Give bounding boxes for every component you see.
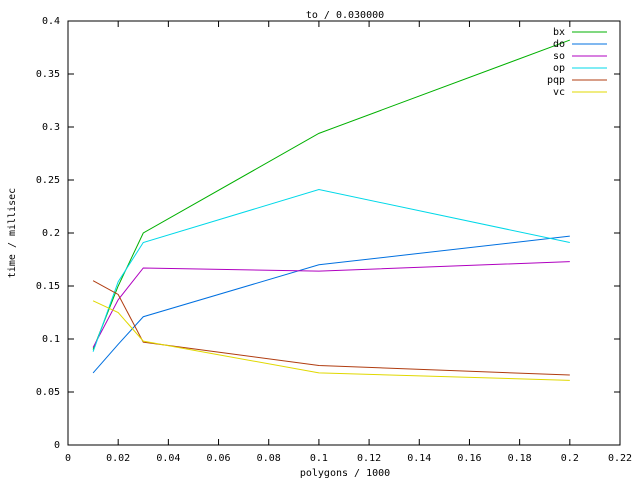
- x-tick-label: 0.14: [407, 453, 431, 464]
- x-tick-label: 0.16: [457, 453, 481, 464]
- y-tick-label: 0.3: [42, 122, 60, 133]
- legend-label: vc: [553, 87, 565, 98]
- y-tick-label: 0.4: [42, 16, 60, 27]
- series-line: [92, 235, 570, 374]
- x-axis-label: polygons / 1000: [300, 468, 390, 479]
- x-tick-label: 0.2: [561, 453, 579, 464]
- y-tick-label: 0: [54, 440, 60, 451]
- x-tick-label: 0.1: [310, 453, 328, 464]
- y-tick-label: 0.25: [36, 175, 60, 186]
- x-tick-label: 0.06: [206, 453, 230, 464]
- legend-label: do: [553, 39, 565, 50]
- y-tick-label: 0.15: [36, 281, 60, 292]
- x-tick-label: 0.04: [156, 453, 180, 464]
- series-line: [92, 300, 570, 381]
- y-tick-label: 0.35: [36, 69, 60, 80]
- series-line: [92, 39, 570, 350]
- x-tick-label: 0: [65, 453, 71, 464]
- legend-label: op: [553, 63, 565, 74]
- y-tick-label: 0.05: [36, 387, 60, 398]
- y-tick-label: 0.2: [42, 228, 60, 239]
- x-tick-label: 0.08: [257, 453, 281, 464]
- series-line: [92, 261, 570, 348]
- x-tick-label: 0.22: [608, 453, 632, 464]
- legend-label: bx: [553, 27, 565, 38]
- y-axis-label: time / millisec: [7, 188, 18, 278]
- legend-label: pqp: [547, 75, 565, 86]
- series-line: [92, 280, 570, 376]
- x-tick-label: 0.18: [508, 453, 532, 464]
- x-tick-label: 0.12: [357, 453, 381, 464]
- series-line: [92, 189, 570, 352]
- legend-label: so: [553, 51, 565, 62]
- x-tick-label: 0.02: [106, 453, 130, 464]
- chart-title: to / 0.030000: [306, 10, 384, 21]
- y-tick-label: 0.1: [42, 334, 60, 345]
